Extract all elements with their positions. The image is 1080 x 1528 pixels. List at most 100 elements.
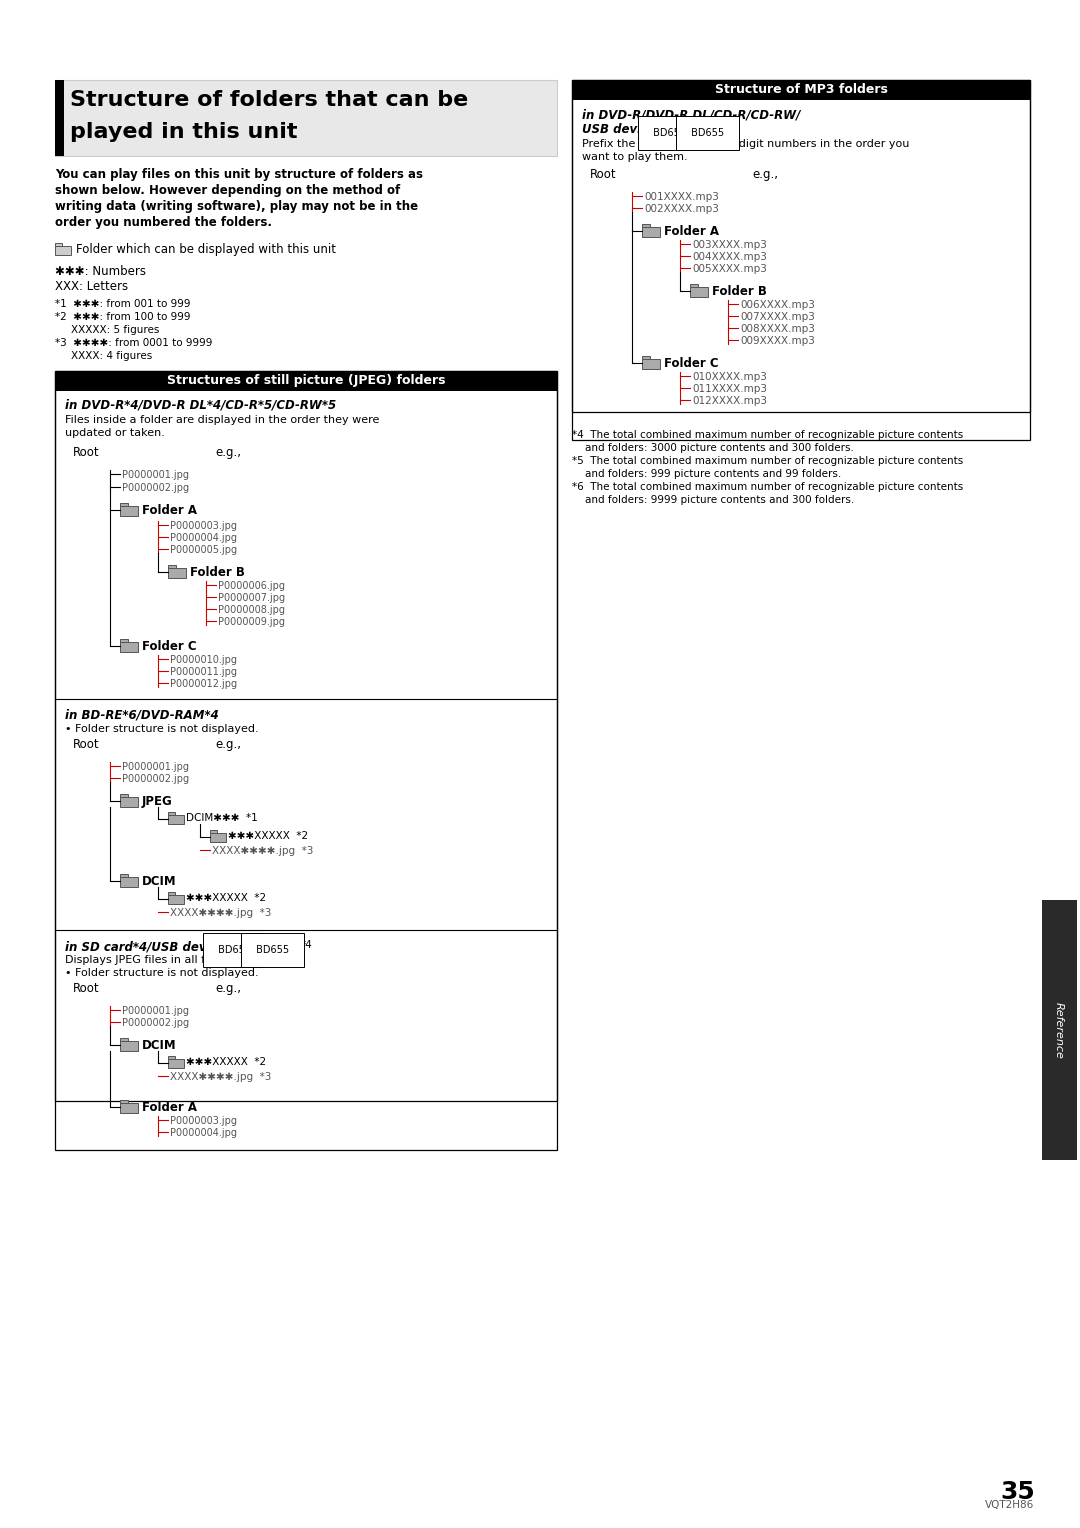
Bar <box>55 371 557 1151</box>
Bar <box>642 356 650 359</box>
Text: order you numbered the folders.: order you numbered the folders. <box>55 215 272 229</box>
Text: Root: Root <box>73 983 99 995</box>
Text: updated or taken.: updated or taken. <box>65 428 165 439</box>
Text: P0000006.jpg: P0000006.jpg <box>218 581 285 591</box>
Bar <box>168 568 186 578</box>
Bar <box>120 506 138 516</box>
Text: Folder C: Folder C <box>141 640 197 652</box>
Text: ✱✱✱XXXXX  *2: ✱✱✱XXXXX *2 <box>186 1057 266 1067</box>
Text: P0000008.jpg: P0000008.jpg <box>218 605 285 614</box>
Text: Structure of folders that can be: Structure of folders that can be <box>70 90 469 110</box>
Bar <box>642 226 660 237</box>
Bar <box>120 798 138 807</box>
Text: e.g.,: e.g., <box>215 446 241 458</box>
Text: *5  The total combined maximum number of recognizable picture contents: *5 The total combined maximum number of … <box>572 455 963 466</box>
Text: P0000012.jpg: P0000012.jpg <box>170 678 238 689</box>
Text: P0000004.jpg: P0000004.jpg <box>170 1128 237 1138</box>
Text: in BD-RE*6/DVD-RAM*4: in BD-RE*6/DVD-RAM*4 <box>65 709 219 723</box>
Text: Structure of MP3 folders: Structure of MP3 folders <box>715 83 888 96</box>
Bar <box>1042 900 1077 1160</box>
Text: 001XXXX.mp3: 001XXXX.mp3 <box>644 193 719 202</box>
Text: ✱✱✱XXXXX  *2: ✱✱✱XXXXX *2 <box>186 892 266 903</box>
Text: P0000002.jpg: P0000002.jpg <box>122 1018 189 1028</box>
Text: Folder A: Folder A <box>141 504 197 516</box>
Bar <box>55 246 71 255</box>
Text: writing data (writing software), play may not be in the: writing data (writing software), play ma… <box>55 200 418 212</box>
Text: *2  ✱✱✱: from 100 to 999: *2 ✱✱✱: from 100 to 999 <box>55 312 190 322</box>
Bar <box>168 1059 184 1068</box>
Text: XXX: Letters: XXX: Letters <box>55 280 129 293</box>
Bar <box>55 371 557 1102</box>
Bar <box>690 287 708 296</box>
Text: VQT2H86: VQT2H86 <box>985 1500 1035 1510</box>
Text: *3  ✱✱✱✱: from 0001 to 9999: *3 ✱✱✱✱: from 0001 to 9999 <box>55 338 213 348</box>
Bar <box>120 642 138 652</box>
Text: 009XXXX.mp3: 009XXXX.mp3 <box>740 336 815 345</box>
Text: Folder which can be displayed with this unit: Folder which can be displayed with this … <box>76 243 336 257</box>
Text: played in this unit: played in this unit <box>70 122 297 142</box>
Text: 010XXXX.mp3: 010XXXX.mp3 <box>692 371 767 382</box>
Text: XXXX✱✱✱✱.jpg  *3: XXXX✱✱✱✱.jpg *3 <box>170 908 271 918</box>
Text: BD655: BD655 <box>253 944 293 955</box>
Text: P0000009.jpg: P0000009.jpg <box>218 617 285 626</box>
Text: • Folder structure is not displayed.: • Folder structure is not displayed. <box>65 969 258 978</box>
Text: *4: *4 <box>301 940 313 950</box>
Text: Reference: Reference <box>1054 1001 1064 1059</box>
Text: shown below. However depending on the method of: shown below. However depending on the me… <box>55 183 401 197</box>
Text: P0000003.jpg: P0000003.jpg <box>170 521 237 532</box>
Bar <box>572 79 1030 413</box>
Text: 004XXXX.mp3: 004XXXX.mp3 <box>692 252 767 261</box>
Bar <box>120 877 138 886</box>
Text: and folders: 3000 picture contents and 300 folders.: and folders: 3000 picture contents and 3… <box>572 443 854 452</box>
Text: Root: Root <box>73 446 99 458</box>
Text: want to play them.: want to play them. <box>582 151 688 162</box>
Text: XXXX: 4 figures: XXXX: 4 figures <box>71 351 152 361</box>
Bar <box>168 814 184 824</box>
Text: Folder A: Folder A <box>141 1102 197 1114</box>
Bar <box>168 811 175 816</box>
Text: e.g.,: e.g., <box>215 983 241 995</box>
Text: e.g.,: e.g., <box>215 738 241 750</box>
Text: BD65: BD65 <box>650 128 683 138</box>
Text: and folders: 9999 picture contents and 300 folders.: and folders: 9999 picture contents and 3… <box>572 495 854 504</box>
Bar <box>120 1038 129 1042</box>
Text: *1  ✱✱✱: from 001 to 999: *1 ✱✱✱: from 001 to 999 <box>55 299 190 309</box>
Text: P0000002.jpg: P0000002.jpg <box>122 775 189 784</box>
Text: 002XXXX.mp3: 002XXXX.mp3 <box>644 205 719 214</box>
Text: DCIM✱✱✱  *1: DCIM✱✱✱ *1 <box>186 813 258 824</box>
Bar <box>55 79 557 156</box>
Bar <box>168 892 175 895</box>
Text: USB device: USB device <box>582 122 660 136</box>
Text: 012XXXX.mp3: 012XXXX.mp3 <box>692 396 767 406</box>
Text: 003XXXX.mp3: 003XXXX.mp3 <box>692 240 767 251</box>
Text: ✱✱✱: Numbers: ✱✱✱: Numbers <box>55 264 146 278</box>
Text: *4  The total combined maximum number of recognizable picture contents: *4 The total combined maximum number of … <box>572 429 963 440</box>
Text: XXXX✱✱✱✱.jpg  *3: XXXX✱✱✱✱.jpg *3 <box>170 1073 271 1082</box>
Text: P0000011.jpg: P0000011.jpg <box>170 668 237 677</box>
Bar <box>55 371 557 391</box>
Bar <box>120 874 129 877</box>
Text: BD65: BD65 <box>213 940 246 949</box>
Text: Displays JPEG files in all folders.: Displays JPEG files in all folders. <box>65 955 243 966</box>
Text: and folders: 999 picture contents and 99 folders.: and folders: 999 picture contents and 99… <box>572 469 841 478</box>
Text: Root: Root <box>590 168 617 180</box>
Text: P0000002.jpg: P0000002.jpg <box>122 483 189 494</box>
Bar <box>168 565 176 568</box>
Text: 007XXXX.mp3: 007XXXX.mp3 <box>740 312 815 322</box>
Bar <box>120 1103 138 1112</box>
Text: XXXX✱✱✱✱.jpg  *3: XXXX✱✱✱✱.jpg *3 <box>212 847 313 856</box>
Text: 008XXXX.mp3: 008XXXX.mp3 <box>740 324 815 335</box>
Text: *6  The total combined maximum number of recognizable picture contents: *6 The total combined maximum number of … <box>572 481 963 492</box>
Text: You can play files on this unit by structure of folders as: You can play files on this unit by struc… <box>55 168 423 180</box>
Text: 006XXXX.mp3: 006XXXX.mp3 <box>740 299 815 310</box>
Text: DCIM: DCIM <box>141 1039 177 1051</box>
Bar <box>168 894 184 905</box>
Text: • Folder structure is not displayed.: • Folder structure is not displayed. <box>65 724 258 733</box>
Bar <box>120 639 129 643</box>
Text: P0000001.jpg: P0000001.jpg <box>122 1005 189 1016</box>
Text: BD655: BD655 <box>688 128 727 138</box>
Text: Root: Root <box>73 738 99 750</box>
Bar <box>120 503 129 507</box>
Bar <box>642 359 660 368</box>
Bar <box>572 79 1030 99</box>
